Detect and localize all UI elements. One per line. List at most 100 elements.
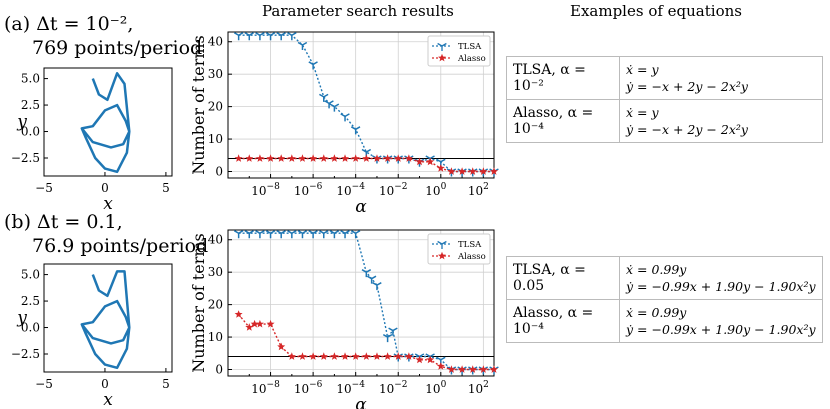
data-point [298,352,307,360]
data-point [479,365,488,373]
data-point [447,365,456,373]
x-tick-label: 10−8 [251,380,280,396]
data-point [287,230,297,239]
x-tick-label: 10−4 [336,182,365,198]
equation-cell: ẋ = y ẏ = −x + 2y − 2x²y [619,56,823,100]
search-results-header: Parameter search results [262,2,454,20]
data-point [308,61,318,70]
data-point [426,355,435,364]
y-axis-label: Number of terms [189,35,208,175]
data-point [362,154,371,162]
data-point [382,333,393,343]
x-tick-label: 0 [101,377,109,391]
data-point [287,154,296,162]
y-tick-label: 5.0 [21,72,40,86]
legend-label: TLSA [458,240,482,250]
x-tick-label: 0 [101,181,109,195]
table-row: TLSA, α = 10⁻² ẋ = y ẏ = −x + 2y − 2x²y [506,56,823,100]
data-point [309,352,318,360]
data-point [404,352,413,360]
equation-cell: ẋ = y ẏ = −x + 2y − 2x²y [619,99,823,143]
data-point [265,230,276,239]
equation-line: ẏ = −0.99x + 1.90y − 1.90x²y [626,279,816,294]
y-tick-label: 20 [208,298,223,312]
plot-frame [227,31,495,179]
data-point [244,32,254,41]
data-point [319,352,328,360]
data-point [309,154,318,162]
phase-plot-b-phase: −5 0 5 −2.5 0.0 2.5 5.0 x y [11,263,173,409]
data-point [266,154,275,162]
data-point [287,32,297,41]
x-tick-label: −5 [35,377,53,391]
data-point [340,230,350,239]
data-point [255,154,264,162]
data-point [298,154,307,162]
equations-table-b: TLSA, α = 0.05 ẋ = 0.99y ẏ = −0.99x + 1.… [506,256,823,343]
equation-line: ẋ = y [626,105,659,120]
data-point [373,352,381,360]
data-point [233,230,244,239]
equations-table-a: TLSA, α = 10⁻² ẋ = y ẏ = −x + 2y − 2x²y … [506,56,823,143]
data-point [350,126,361,135]
data-point [319,230,329,239]
x-tick-label: 100 [425,380,446,396]
row-a-label-line2: 769 points/period [32,37,203,59]
data-point [373,154,381,162]
y-tick-label: 2.5 [21,98,40,112]
data-point [479,167,488,175]
data-point [341,352,349,360]
data-point [233,32,244,41]
data-point [297,230,308,239]
x-tick-label: 10−6 [294,380,323,396]
equation-line: ẋ = 0.99y [626,305,687,320]
y-tick-label: 0 [215,363,223,377]
data-point [366,275,377,284]
data-point [436,164,445,172]
data-point [362,352,371,360]
y-axis-label: y [16,308,27,328]
equation-line: ẋ = 0.99y [626,262,687,277]
legend-marker [438,53,446,62]
method-cell: TLSA, α = 10⁻² [506,56,620,100]
data-point [308,230,318,239]
data-point [255,319,264,328]
row-b-label-line1: (b) Δt = 0.1, [4,211,123,233]
data-point [287,352,296,360]
trajectory-line [80,270,131,370]
data-point [324,100,334,109]
table-row: Alasso, α = 10⁻⁴ ẋ = 0.99y ẏ = −0.99x + … [506,299,823,343]
legend-label: TLSA [458,42,482,52]
data-point [330,154,339,162]
x-tick-label: 10−4 [336,380,365,396]
data-point [234,310,243,318]
data-point [234,154,243,162]
data-point [245,154,254,162]
legend-marker [437,240,447,249]
equation-line: ẏ = −0.99x + 1.90y − 1.90x²y [626,322,816,337]
data-point [383,154,392,162]
x-axis-label: α [355,395,367,409]
data-point [350,230,361,239]
x-axis-label: x [103,390,113,409]
data-point [490,167,498,175]
data-point [404,154,413,162]
data-point [415,355,424,364]
x-tick-label: 10−8 [251,182,280,198]
row-b-label: (b) Δt = 0.1, 76.9 points/period [4,210,208,258]
data-point [244,230,254,239]
data-point [458,365,467,373]
legend-label: Alasso [457,252,486,262]
y-axis-label: Number of terms [189,233,208,373]
x-axis-label: x [103,194,113,214]
data-point [383,352,392,360]
data-point [361,269,372,278]
table-row: TLSA, α = 0.05 ẋ = 0.99y ẏ = −0.99x + 1.… [506,256,823,300]
plot-frame [43,263,173,373]
data-point [351,154,360,162]
legend-marker [437,42,447,51]
y-tick-label: 30 [208,265,223,279]
x-tick-label: 102 [468,380,489,396]
